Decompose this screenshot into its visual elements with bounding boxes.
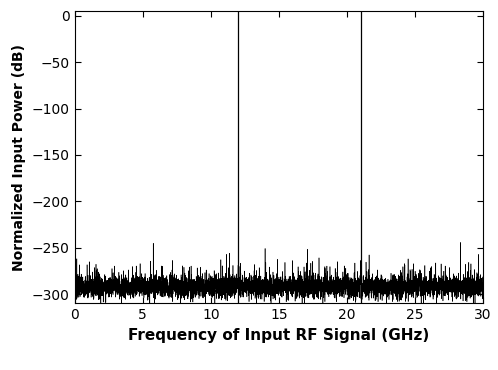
X-axis label: Frequency of Input RF Signal (GHz): Frequency of Input RF Signal (GHz) bbox=[128, 328, 429, 343]
Y-axis label: Normalized Input Power (dB): Normalized Input Power (dB) bbox=[12, 44, 26, 271]
